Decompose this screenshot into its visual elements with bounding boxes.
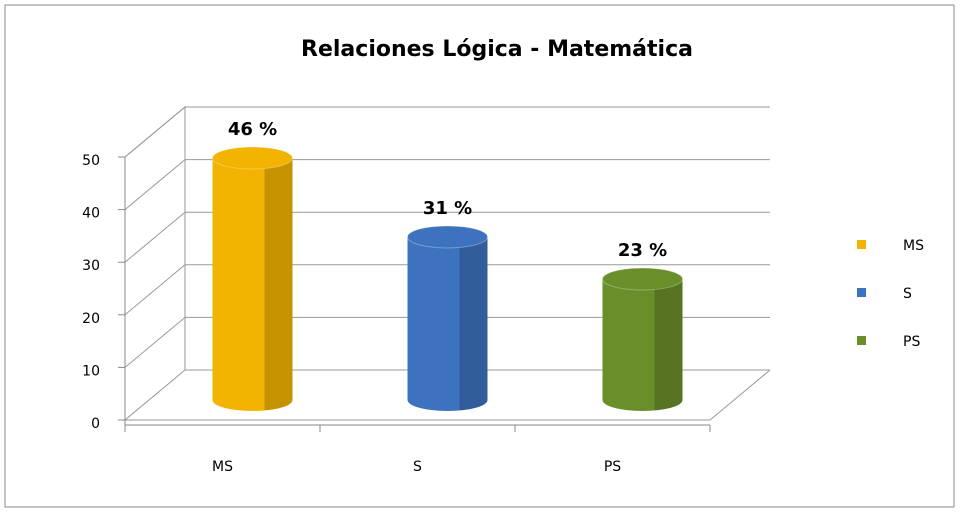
y-tick-label: 0 — [91, 416, 100, 432]
y-tick-label: 10 — [82, 363, 100, 379]
legend-swatch — [857, 336, 866, 345]
legend-label: S — [903, 286, 912, 302]
grid-line — [124, 106, 186, 158]
y-tick-label: 40 — [82, 206, 100, 222]
legend-label: PS — [903, 334, 920, 350]
x-tick-label: S — [413, 459, 422, 475]
cylinder-shade — [459, 236, 488, 411]
chart-title: Relaciones Lógica - Matemática — [301, 37, 693, 62]
cylinder-body — [602, 279, 683, 411]
legend-label: MS — [903, 238, 924, 254]
grid-line — [124, 369, 186, 421]
legend-swatch — [857, 288, 866, 297]
value-label: 31 % — [423, 198, 472, 219]
cylinder-top — [407, 225, 488, 249]
cylinder-body — [407, 236, 488, 411]
grid-line — [124, 264, 186, 316]
cylinder-shade — [654, 279, 683, 411]
cylinder-shade — [264, 158, 293, 411]
value-label: 46 % — [228, 119, 277, 140]
grid-line — [124, 317, 186, 368]
value-label: 23 % — [618, 240, 667, 261]
y-tick-label: 30 — [82, 258, 100, 274]
cylinder-top — [212, 146, 293, 170]
grid-line — [124, 159, 186, 210]
legend-swatch — [857, 240, 866, 249]
x-tick-label: MS — [212, 459, 233, 475]
y-tick-label: 20 — [82, 311, 100, 327]
cylinder-top — [602, 267, 683, 291]
grid-line — [124, 211, 186, 263]
y-tick-label: 50 — [82, 153, 100, 169]
x-tick-label: PS — [604, 459, 621, 475]
floor — [125, 369, 771, 421]
cylinder-body — [212, 158, 293, 411]
